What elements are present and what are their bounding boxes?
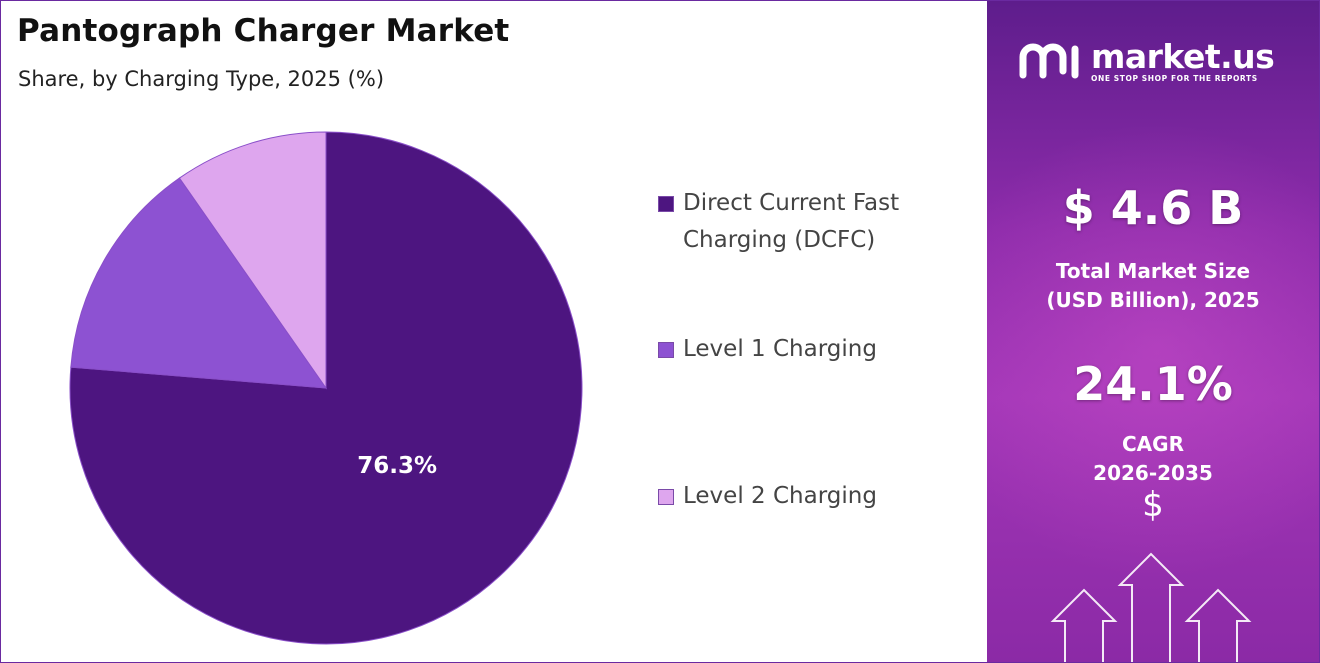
growth-arrows-icon: [1050, 552, 1252, 662]
arrow-up-left-icon: [1050, 588, 1118, 662]
cagr-label: CAGR: [1122, 432, 1184, 456]
legend-swatch-dcfc: [658, 196, 674, 212]
cagr-period: 2026-2035: [1093, 461, 1213, 485]
dollar-sign-icon: $: [1142, 485, 1164, 525]
market-size-value: $ 4.6 B: [1062, 181, 1244, 235]
pie-slice-level-1: [70, 177, 328, 389]
legend-swatch-level-1: [658, 342, 674, 358]
market-size-label-line2: (USD Billion), 2025: [1046, 288, 1260, 312]
legend-item-level-2: Level 2 Charging: [658, 478, 958, 515]
pie-slice-level-2: [178, 131, 327, 390]
arrow-up-center-icon: [1117, 552, 1185, 662]
legend-item-level-1: Level 1 Charging: [658, 331, 958, 368]
background-glow: [987, 121, 1319, 581]
legend-swatch-level-2: [658, 489, 674, 505]
brand-name: market.us: [1091, 37, 1275, 76]
chart-title: Pantograph Charger Market: [17, 13, 510, 49]
brand-logo: market.us ONE STOP SHOP FOR THE REPORTS: [1019, 37, 1275, 83]
background-graphics: [1050, 552, 1252, 662]
market-us-logo-icon: [1019, 43, 1079, 79]
summary-panel: market.us ONE STOP SHOP FOR THE REPORTS …: [987, 1, 1319, 662]
brand-tagline: ONE STOP SHOP FOR THE REPORTS: [1091, 74, 1258, 83]
chart-panel: Pantograph Charger Market Share, by Char…: [1, 1, 986, 662]
chart-subtitle: Share, by Charging Type, 2025 (%): [18, 67, 385, 91]
cagr-value: 24.1%: [1073, 357, 1233, 411]
legend-label-level-2: Level 2 Charging: [683, 483, 877, 509]
arrow-up-right-icon: [1184, 588, 1252, 662]
market-size-label-line1: Total Market Size: [1055, 259, 1251, 283]
legend-item-dcfc: Direct Current Fast Charging (DCFC): [658, 185, 958, 259]
legend-label-dcfc: Direct Current Fast Charging (DCFC): [683, 190, 900, 253]
data-label-dcfc: 76.3%: [357, 453, 437, 479]
pie-chart: 76.3%: [69, 131, 583, 645]
legend-label-level-1: Level 1 Charging: [683, 336, 877, 362]
